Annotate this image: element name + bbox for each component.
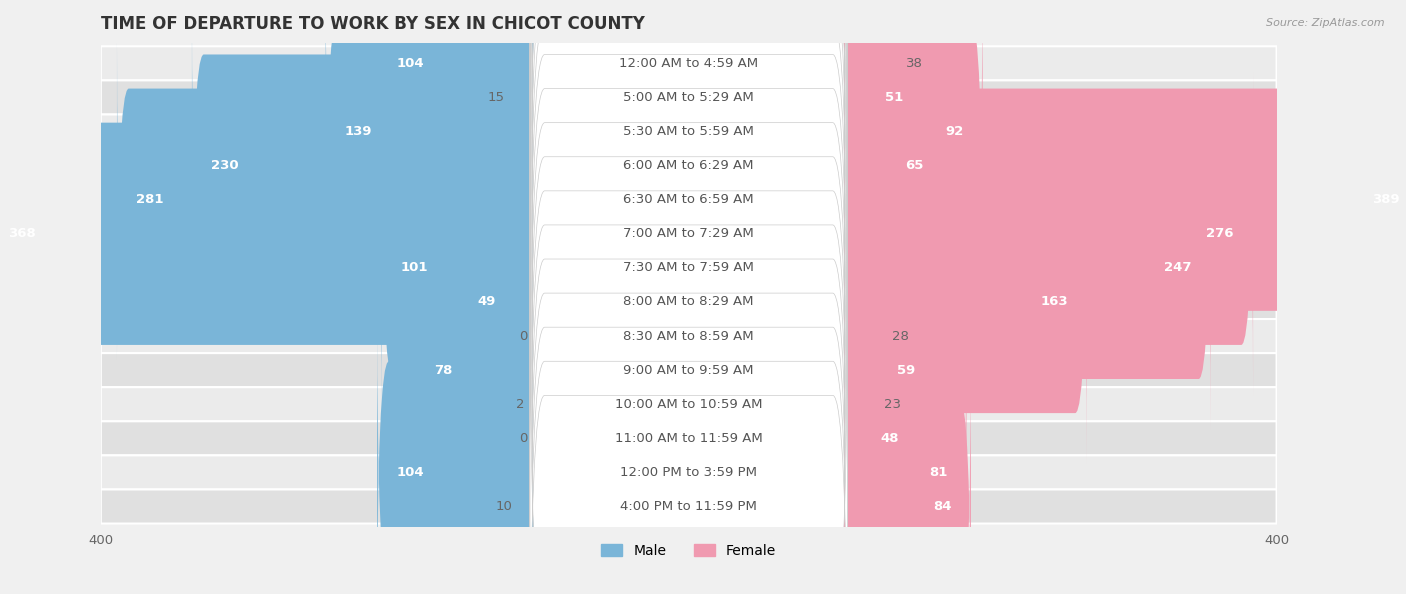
- FancyBboxPatch shape: [838, 72, 1253, 396]
- FancyBboxPatch shape: [530, 0, 848, 361]
- FancyBboxPatch shape: [838, 140, 1087, 463]
- Text: Source: ZipAtlas.com: Source: ZipAtlas.com: [1267, 18, 1385, 28]
- FancyBboxPatch shape: [101, 46, 1277, 80]
- Text: 101: 101: [401, 261, 429, 274]
- Text: 7:00 AM to 7:29 AM: 7:00 AM to 7:29 AM: [623, 228, 754, 241]
- Text: 8:30 AM to 8:59 AM: 8:30 AM to 8:59 AM: [623, 330, 754, 343]
- FancyBboxPatch shape: [101, 387, 1277, 421]
- Text: 92: 92: [945, 125, 963, 138]
- Text: 78: 78: [434, 364, 453, 377]
- FancyBboxPatch shape: [530, 0, 848, 429]
- Text: 104: 104: [396, 466, 423, 479]
- Text: 5:30 AM to 5:59 AM: 5:30 AM to 5:59 AM: [623, 125, 754, 138]
- FancyBboxPatch shape: [838, 345, 972, 594]
- Text: 281: 281: [136, 193, 163, 206]
- FancyBboxPatch shape: [838, 311, 966, 594]
- FancyBboxPatch shape: [530, 38, 848, 498]
- FancyBboxPatch shape: [117, 38, 538, 361]
- Text: 276: 276: [1206, 228, 1234, 241]
- Text: 23: 23: [884, 398, 901, 410]
- FancyBboxPatch shape: [377, 0, 538, 225]
- Text: 48: 48: [880, 432, 898, 445]
- Text: TIME OF DEPARTURE TO WORK BY SEX IN CHICOT COUNTY: TIME OF DEPARTURE TO WORK BY SEX IN CHIC…: [101, 15, 645, 33]
- Text: 28: 28: [891, 330, 908, 343]
- Text: 84: 84: [934, 500, 952, 513]
- FancyBboxPatch shape: [101, 183, 1277, 217]
- Text: 6:30 AM to 6:59 AM: 6:30 AM to 6:59 AM: [623, 193, 754, 206]
- Text: 5:00 AM to 5:29 AM: 5:00 AM to 5:29 AM: [623, 91, 754, 104]
- Text: 7:30 AM to 7:59 AM: 7:30 AM to 7:59 AM: [623, 261, 754, 274]
- Text: 139: 139: [344, 125, 373, 138]
- FancyBboxPatch shape: [530, 175, 848, 594]
- Text: 9:00 AM to 9:59 AM: 9:00 AM to 9:59 AM: [623, 364, 754, 377]
- Text: 8:00 AM to 8:29 AM: 8:00 AM to 8:29 AM: [623, 295, 754, 308]
- FancyBboxPatch shape: [530, 0, 848, 396]
- Text: 12:00 AM to 4:59 AM: 12:00 AM to 4:59 AM: [619, 57, 758, 70]
- FancyBboxPatch shape: [838, 0, 922, 259]
- FancyBboxPatch shape: [530, 243, 848, 594]
- FancyBboxPatch shape: [415, 208, 538, 532]
- Text: 4:00 PM to 11:59 PM: 4:00 PM to 11:59 PM: [620, 500, 758, 513]
- FancyBboxPatch shape: [326, 0, 538, 293]
- Text: 0: 0: [519, 432, 527, 445]
- Text: 6:00 AM to 6:29 AM: 6:00 AM to 6:29 AM: [623, 159, 754, 172]
- FancyBboxPatch shape: [101, 115, 1277, 148]
- Text: 81: 81: [929, 466, 948, 479]
- FancyBboxPatch shape: [101, 251, 1277, 285]
- Text: 65: 65: [905, 159, 924, 172]
- FancyBboxPatch shape: [193, 4, 538, 327]
- FancyBboxPatch shape: [838, 106, 1211, 429]
- FancyBboxPatch shape: [838, 0, 983, 293]
- FancyBboxPatch shape: [101, 353, 1277, 387]
- FancyBboxPatch shape: [530, 106, 848, 566]
- FancyBboxPatch shape: [101, 489, 1277, 523]
- FancyBboxPatch shape: [101, 217, 1277, 251]
- FancyBboxPatch shape: [530, 0, 848, 327]
- Text: 10:00 AM to 10:59 AM: 10:00 AM to 10:59 AM: [614, 398, 762, 410]
- Text: 104: 104: [396, 57, 423, 70]
- FancyBboxPatch shape: [101, 319, 1277, 353]
- Text: 0: 0: [519, 330, 527, 343]
- Text: 59: 59: [897, 364, 915, 377]
- FancyBboxPatch shape: [838, 0, 903, 225]
- Text: 49: 49: [477, 295, 495, 308]
- FancyBboxPatch shape: [101, 285, 1277, 319]
- Text: 247: 247: [1164, 261, 1191, 274]
- FancyBboxPatch shape: [838, 38, 1406, 361]
- FancyBboxPatch shape: [527, 243, 538, 566]
- FancyBboxPatch shape: [101, 421, 1277, 456]
- FancyBboxPatch shape: [101, 148, 1277, 183]
- FancyBboxPatch shape: [381, 106, 538, 429]
- FancyBboxPatch shape: [101, 456, 1277, 489]
- FancyBboxPatch shape: [458, 140, 538, 463]
- Text: 368: 368: [8, 228, 37, 241]
- FancyBboxPatch shape: [530, 277, 848, 594]
- Text: 51: 51: [884, 91, 903, 104]
- FancyBboxPatch shape: [838, 208, 934, 532]
- FancyBboxPatch shape: [838, 243, 882, 566]
- Legend: Male, Female: Male, Female: [596, 539, 782, 564]
- FancyBboxPatch shape: [838, 4, 943, 327]
- FancyBboxPatch shape: [101, 80, 1277, 115]
- FancyBboxPatch shape: [838, 277, 918, 594]
- Text: 15: 15: [488, 91, 505, 104]
- Text: 230: 230: [211, 159, 239, 172]
- FancyBboxPatch shape: [838, 175, 889, 498]
- FancyBboxPatch shape: [508, 0, 538, 259]
- FancyBboxPatch shape: [530, 0, 848, 293]
- FancyBboxPatch shape: [530, 72, 848, 532]
- FancyBboxPatch shape: [515, 345, 538, 594]
- Text: 12:00 PM to 3:59 PM: 12:00 PM to 3:59 PM: [620, 466, 758, 479]
- Text: 11:00 AM to 11:59 AM: 11:00 AM to 11:59 AM: [614, 432, 762, 445]
- FancyBboxPatch shape: [530, 208, 848, 594]
- FancyBboxPatch shape: [0, 72, 538, 396]
- Text: 2: 2: [516, 398, 524, 410]
- Text: 163: 163: [1040, 295, 1069, 308]
- FancyBboxPatch shape: [530, 4, 848, 463]
- Text: 389: 389: [1372, 193, 1400, 206]
- Text: 10: 10: [495, 500, 512, 513]
- FancyBboxPatch shape: [377, 311, 538, 594]
- Text: 38: 38: [907, 57, 924, 70]
- FancyBboxPatch shape: [530, 140, 848, 594]
